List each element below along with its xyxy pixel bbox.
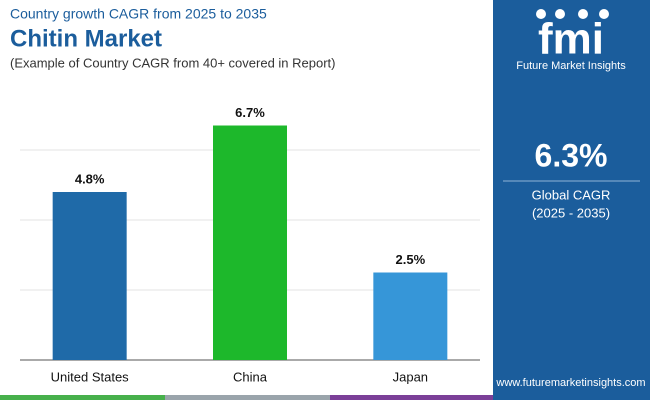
- strip: [0, 395, 165, 400]
- period: (2025 - 2035): [532, 205, 610, 220]
- x-tick-label: Japan: [393, 369, 428, 384]
- highlight-label: Global CAGR: [532, 187, 611, 202]
- strip: [330, 395, 493, 400]
- highlight: 6.3%: [535, 137, 608, 173]
- value-label: 4.8%: [75, 171, 105, 186]
- logo-icons: [536, 9, 609, 19]
- value-label: 2.5%: [396, 252, 426, 267]
- strip: [165, 395, 330, 400]
- bar: [213, 125, 287, 360]
- brand: Future Market Insights: [516, 60, 626, 72]
- logo: fmi: [538, 15, 604, 64]
- website: www.futuremarketinsights.com: [495, 377, 645, 389]
- supertitle: Country growth CAGR from 2025 to 2035: [10, 6, 267, 22]
- chart-title: Chitin Market: [10, 25, 162, 52]
- side-panel: [493, 0, 650, 400]
- subtitle: (Example of Country CAGR from 40+ covere…: [10, 55, 336, 70]
- x-tick-label: China: [233, 369, 268, 384]
- value-label: 6.7%: [235, 105, 265, 120]
- x-tick-label: United States: [51, 369, 130, 384]
- bar: [52, 192, 127, 360]
- bar: [373, 272, 448, 360]
